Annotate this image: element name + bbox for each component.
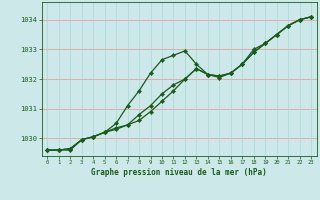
X-axis label: Graphe pression niveau de la mer (hPa): Graphe pression niveau de la mer (hPa) [91,168,267,177]
